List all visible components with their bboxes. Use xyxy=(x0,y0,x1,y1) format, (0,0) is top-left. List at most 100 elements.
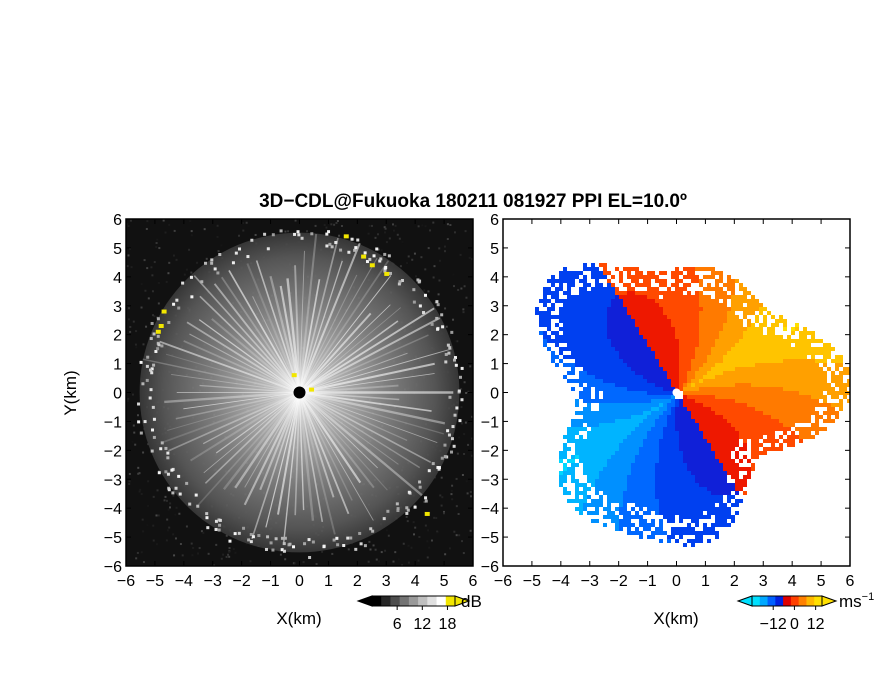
velocity-pixel xyxy=(703,479,707,483)
velocity-pixel xyxy=(623,299,627,303)
velocity-pixel xyxy=(583,467,587,471)
velocity-pixel xyxy=(583,323,587,327)
velocity-pixel xyxy=(595,267,599,271)
velocity-pixel xyxy=(787,347,791,351)
velocity-pixel xyxy=(575,295,579,299)
velocity-pixel xyxy=(683,347,687,351)
velocity-pixel xyxy=(707,287,711,291)
velocity-pixel xyxy=(743,311,747,315)
velocity-pixel xyxy=(815,359,819,363)
velocity-pixel xyxy=(639,443,643,447)
velocity-pixel xyxy=(675,475,679,479)
velocity-pixel xyxy=(687,371,691,375)
velocity-pixel xyxy=(663,379,667,383)
velocity-pixel xyxy=(791,355,795,359)
velocity-pixel xyxy=(695,531,699,535)
velocity-pixel xyxy=(759,327,763,331)
velocity-pixel xyxy=(755,319,759,323)
velocity-pixel xyxy=(655,307,659,311)
velocity-pixel xyxy=(611,479,615,483)
velocity-pixel xyxy=(719,331,723,335)
velocity-pixel xyxy=(683,527,687,531)
velocity-pixel xyxy=(747,311,751,315)
velocity-pixel xyxy=(591,311,595,315)
velocity-pixel xyxy=(727,395,731,399)
velocity-pixel xyxy=(683,487,687,491)
velocity-pixel xyxy=(611,459,615,463)
velocity-pixel xyxy=(727,359,731,363)
velocity-pixel xyxy=(647,327,651,331)
velocity-pixel xyxy=(735,319,739,323)
velocity-pixel xyxy=(683,483,687,487)
velocity-pixel xyxy=(723,487,727,491)
noise-pixel xyxy=(254,233,257,236)
velocity-pixel xyxy=(739,299,743,303)
velocity-pixel xyxy=(607,331,611,335)
velocity-pixel xyxy=(795,371,799,375)
velocity-pixel xyxy=(631,287,635,291)
velocity-colorbar-unit-exponent: −1 xyxy=(862,591,875,603)
velocity-pixel xyxy=(703,451,707,455)
velocity-pixel xyxy=(599,447,603,451)
velocity-pixel xyxy=(703,327,707,331)
velocity-pixel xyxy=(655,495,659,499)
velocity-pixel xyxy=(599,383,603,387)
velocity-pixel xyxy=(547,335,551,339)
velocity-pixel xyxy=(679,415,683,419)
velocity-pixel xyxy=(667,307,671,311)
noise-pixel xyxy=(131,393,134,396)
edge-echo-pixel xyxy=(214,519,218,523)
noise-pixel xyxy=(228,547,231,550)
velocity-pixel xyxy=(647,363,651,367)
velocity-pixel xyxy=(619,475,623,479)
velocity-pixel xyxy=(775,379,779,383)
velocity-pixel xyxy=(703,311,707,315)
velocity-pixel xyxy=(623,495,627,499)
velocity-pixel xyxy=(663,435,667,439)
edge-echo-pixel xyxy=(418,304,422,308)
velocity-pixel xyxy=(623,411,627,415)
radial-streak xyxy=(198,319,300,394)
velocity-pixel xyxy=(595,503,599,507)
velocity-pixel xyxy=(579,459,583,463)
velocity-pixel xyxy=(787,351,791,355)
velocity-pixel xyxy=(715,327,719,331)
velocity-pixel xyxy=(627,475,631,479)
edge-echo-pixel xyxy=(368,257,372,261)
velocity-pixel xyxy=(759,335,763,339)
velocity-pixel xyxy=(735,355,739,359)
velocity-pixel xyxy=(731,411,735,415)
velocity-pixel xyxy=(843,395,847,399)
noise-pixel xyxy=(340,225,343,228)
velocity-pixel xyxy=(595,327,599,331)
velocity-pixel xyxy=(591,471,595,475)
velocity-pixel xyxy=(767,375,771,379)
velocity-pixel xyxy=(579,507,583,511)
radial-streak xyxy=(298,391,423,497)
velocity-pixel xyxy=(755,407,759,411)
velocity-pixel xyxy=(815,379,819,383)
velocity-pixel xyxy=(579,391,583,395)
velocity-pixel xyxy=(627,311,631,315)
edge-echo-pixel xyxy=(327,230,331,234)
velocity-pixel xyxy=(623,407,627,411)
velocity-pixel xyxy=(535,307,539,311)
velocity-pixel xyxy=(643,363,647,367)
velocity-pixel xyxy=(707,343,711,347)
velocity-pixel xyxy=(635,359,639,363)
velocity-pixel xyxy=(715,463,719,467)
velocity-pixel xyxy=(631,391,635,395)
velocity-pixel xyxy=(615,383,619,387)
velocity-pixel xyxy=(551,351,555,355)
velocity-pixel xyxy=(627,387,631,391)
velocity-pixel xyxy=(719,275,723,279)
velocity-pixel xyxy=(715,483,719,487)
velocity-pixel xyxy=(727,375,731,379)
velocity-pixel xyxy=(671,375,675,379)
velocity-pixel xyxy=(703,487,707,491)
noise-pixel xyxy=(462,552,465,555)
velocity-pixel xyxy=(579,307,583,311)
velocity-pixel xyxy=(635,467,639,471)
velocity-pixel xyxy=(651,503,655,507)
velocity-pixel xyxy=(639,399,643,403)
